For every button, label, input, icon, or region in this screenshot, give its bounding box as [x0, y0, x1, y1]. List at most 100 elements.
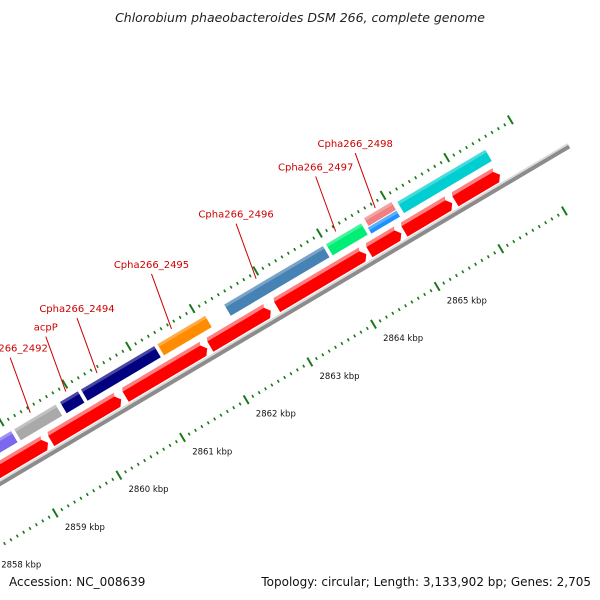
- minor-tick-inner: [359, 330, 363, 334]
- minor-tick-outer: [216, 293, 220, 297]
- minor-tick-inner: [442, 281, 446, 285]
- minor-tick-inner: [124, 470, 127, 474]
- forward-gene-bar-highlight: [157, 315, 207, 347]
- minor-tick-outer: [426, 168, 430, 172]
- forward-gene-bar-highlight: [364, 202, 393, 221]
- major-tick-outer: [443, 152, 451, 163]
- minor-tick-inner: [397, 307, 401, 312]
- genome-backbone-highlight: [0, 143, 569, 482]
- minor-tick-outer: [267, 262, 271, 267]
- minor-tick-inner: [187, 432, 191, 436]
- minor-tick-inner: [143, 458, 147, 463]
- kbp-label-layer: 2858 kbp 2859 kbp 2860 kbp 2861 kbp 2862 kbp…: [1, 296, 487, 570]
- minor-tick-inner: [276, 379, 280, 383]
- minor-tick-inner: [232, 405, 236, 410]
- minor-tick-inner: [365, 326, 369, 331]
- gene-label: Cpha266_2494: [39, 304, 114, 315]
- reverse-gene-arrow: [48, 396, 122, 447]
- forward-gene-bar: [157, 315, 212, 356]
- major-tick-inner: [370, 319, 377, 330]
- minor-tick-inner: [264, 387, 267, 391]
- minor-tick-inner: [200, 424, 204, 429]
- minor-tick-inner: [404, 304, 408, 308]
- minor-tick-inner: [486, 255, 490, 259]
- minor-tick-outer: [261, 266, 265, 270]
- minor-tick-inner: [518, 236, 522, 240]
- reverse-gene-arrow: [366, 230, 402, 258]
- minor-tick-inner: [174, 439, 178, 444]
- forward-gene-bar: [364, 202, 396, 226]
- reverse-gene-bevel: [400, 196, 446, 227]
- gene-label: acpP: [34, 323, 58, 334]
- forward-gene-bar-highlight: [367, 210, 398, 231]
- forward-gene-bar: [224, 246, 330, 316]
- gene-label-leader: [235, 223, 257, 279]
- minor-tick-outer: [439, 160, 443, 165]
- minor-tick-outer: [146, 334, 150, 338]
- minor-tick-outer: [465, 145, 469, 150]
- major-tick-inner: [433, 281, 441, 292]
- reverse-gene-arrow: [452, 171, 500, 207]
- minor-tick-inner: [92, 489, 96, 493]
- reverse-gene-bevel: [0, 436, 42, 465]
- minor-tick-inner: [60, 507, 64, 512]
- reverse-gene-bevel: [365, 226, 395, 247]
- major-tick-outer: [188, 303, 196, 314]
- minor-tick-inner: [544, 221, 548, 225]
- minor-tick-outer: [76, 376, 80, 380]
- gene-label-layer: Cpha266_2492 acpP Cpha266_2494 Cpha266_2495…: [0, 139, 393, 413]
- reverse-gene-arrow: [401, 200, 453, 237]
- gene-label: Cpha266_2495: [114, 260, 189, 271]
- reverse-gene-arrow: [122, 345, 208, 402]
- minor-tick-outer: [108, 357, 112, 361]
- kbp-label: 2860 kbp: [129, 485, 169, 495]
- major-tick-outer: [0, 417, 5, 427]
- minor-tick-outer: [140, 338, 144, 342]
- minor-tick-inner: [334, 345, 337, 349]
- minor-tick-inner: [378, 319, 382, 323]
- minor-tick-outer: [356, 209, 360, 214]
- minor-tick-outer: [363, 206, 367, 210]
- forward-gene-bar-highlight: [0, 431, 13, 442]
- minor-tick-outer: [242, 277, 246, 282]
- minor-tick-outer: [185, 311, 188, 316]
- minor-tick-outer: [229, 285, 233, 289]
- major-tick-outer: [252, 265, 260, 276]
- forward-gene-bar: [81, 346, 161, 401]
- major-tick-inner: [497, 243, 505, 254]
- major-tick-outer: [506, 114, 514, 125]
- tick-layer: [0, 114, 568, 546]
- forward-gene-bar: [60, 391, 85, 414]
- minor-tick-inner: [73, 500, 77, 504]
- minor-tick-inner: [79, 496, 83, 500]
- minor-tick-outer: [280, 255, 284, 259]
- minor-tick-outer: [248, 274, 252, 278]
- minor-tick-outer: [293, 247, 297, 252]
- minor-tick-inner: [28, 526, 32, 531]
- minor-tick-outer: [420, 172, 424, 176]
- backbone-layer: [0, 143, 571, 487]
- minor-tick-outer: [115, 353, 118, 357]
- minor-tick-outer: [337, 221, 341, 225]
- minor-tick-inner: [410, 300, 414, 304]
- minor-tick-outer: [51, 391, 55, 395]
- reverse-strand-layer: [0, 168, 500, 479]
- minor-tick-inner: [448, 277, 452, 282]
- minor-tick-inner: [251, 394, 255, 399]
- minor-tick-outer: [13, 413, 17, 418]
- minor-tick-inner: [168, 443, 172, 448]
- minor-tick-inner: [467, 266, 471, 270]
- minor-tick-outer: [458, 149, 462, 153]
- gene-label: Cpha266_2496: [198, 210, 273, 221]
- minor-tick-outer: [305, 240, 309, 244]
- minor-tick-outer: [38, 398, 42, 403]
- minor-tick-outer: [102, 360, 106, 365]
- minor-tick-outer: [89, 368, 93, 372]
- minor-tick-outer: [484, 134, 488, 138]
- major-tick-inner: [306, 357, 314, 367]
- forward-gene-bar-highlight: [81, 346, 156, 393]
- kbp-label: 2862 kbp: [256, 410, 296, 420]
- gene-label-leader: [9, 357, 31, 413]
- minor-tick-outer: [95, 364, 99, 369]
- minor-tick-outer: [204, 300, 208, 304]
